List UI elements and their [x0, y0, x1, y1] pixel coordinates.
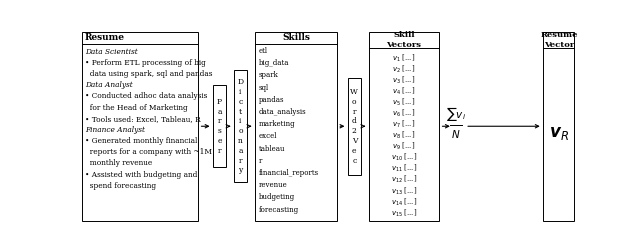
Text: tableau: tableau: [259, 144, 285, 152]
Text: Skill
Vectors: Skill Vectors: [387, 32, 422, 48]
Text: budgeting: budgeting: [259, 194, 295, 202]
Text: W
o
r
d
2
V
e
c: W o r d 2 V e c: [351, 88, 358, 164]
Text: financial_reports: financial_reports: [259, 169, 319, 177]
Text: P
a
r
s
e
r: P a r s e r: [217, 98, 222, 155]
Text: data using spark, sql and pandas: data using spark, sql and pandas: [84, 70, 212, 78]
Text: $v_{12}$ [...]: $v_{12}$ [...]: [391, 174, 417, 186]
Text: Skills: Skills: [282, 33, 310, 42]
Text: $v_{9}$ [...]: $v_{9}$ [...]: [392, 141, 415, 152]
Text: $\boldsymbol{v}_R$: $\boldsymbol{v}_R$: [549, 126, 569, 142]
Text: reports for a company with ~1M: reports for a company with ~1M: [84, 148, 212, 156]
Text: sql: sql: [259, 84, 269, 92]
Bar: [369, 32, 439, 221]
Bar: [255, 32, 337, 221]
Text: D
i
c
t
i
o
n
a
r
y: D i c t i o n a r y: [237, 78, 243, 174]
Text: $v_{15}$ [...]: $v_{15}$ [...]: [391, 208, 417, 219]
Text: $v_{14}$ [...]: $v_{14}$ [...]: [391, 196, 417, 208]
Text: $v_{5}$ [...]: $v_{5}$ [...]: [392, 97, 415, 108]
Text: Data Analyst: Data Analyst: [84, 81, 132, 89]
Text: $v_{3}$ [...]: $v_{3}$ [...]: [392, 74, 415, 86]
Text: • Assisted with budgeting and: • Assisted with budgeting and: [84, 170, 197, 178]
Text: forecasting: forecasting: [259, 206, 299, 214]
Text: • Tools used: Excel, Tableau, R: • Tools used: Excel, Tableau, R: [84, 115, 200, 123]
Text: • Conducted adhoc data analysis: • Conducted adhoc data analysis: [84, 92, 207, 100]
Text: $v_{10}$ [...]: $v_{10}$ [...]: [391, 152, 417, 163]
Bar: [543, 32, 575, 221]
Text: big_data: big_data: [259, 59, 289, 67]
Bar: [234, 70, 246, 182]
Text: $v_{4}$ [...]: $v_{4}$ [...]: [392, 86, 415, 97]
Text: revenue: revenue: [259, 181, 288, 189]
Text: spend forecasting: spend forecasting: [84, 182, 156, 190]
Text: spark: spark: [259, 71, 279, 79]
Text: $v_{6}$ [...]: $v_{6}$ [...]: [392, 108, 415, 119]
Bar: [213, 86, 226, 167]
Text: etl: etl: [259, 47, 268, 55]
Text: $v_{7}$ [...]: $v_{7}$ [...]: [392, 119, 415, 130]
Text: $v_{8}$ [...]: $v_{8}$ [...]: [392, 130, 415, 141]
Text: • Generated monthly financial: • Generated monthly financial: [84, 137, 197, 145]
Text: $N$: $N$: [451, 128, 461, 140]
Text: pandas: pandas: [259, 96, 285, 104]
Text: $v_{13}$ [...]: $v_{13}$ [...]: [391, 186, 417, 196]
Text: Resume: Resume: [84, 33, 125, 42]
Text: Data Scientist: Data Scientist: [84, 48, 138, 56]
Text: marketing: marketing: [259, 120, 296, 128]
Text: for the Head of Marketing: for the Head of Marketing: [84, 104, 188, 112]
Text: Resume
Vector: Resume Vector: [540, 32, 578, 48]
Text: data_analysis: data_analysis: [259, 108, 307, 116]
Text: Finance Analyst: Finance Analyst: [84, 126, 145, 134]
Text: $\sum v_i$: $\sum v_i$: [446, 105, 466, 123]
Text: • Perform ETL processing of big: • Perform ETL processing of big: [84, 59, 205, 67]
Text: $v_{11}$ [...]: $v_{11}$ [...]: [391, 163, 417, 174]
Text: r: r: [259, 157, 262, 165]
Bar: [81, 32, 198, 221]
Text: $v_{2}$ [...]: $v_{2}$ [...]: [392, 64, 415, 74]
Bar: [348, 78, 360, 175]
Text: excel: excel: [259, 132, 277, 140]
Text: $v_{1}$ [...]: $v_{1}$ [...]: [392, 52, 415, 64]
Text: monthly revenue: monthly revenue: [84, 159, 152, 167]
